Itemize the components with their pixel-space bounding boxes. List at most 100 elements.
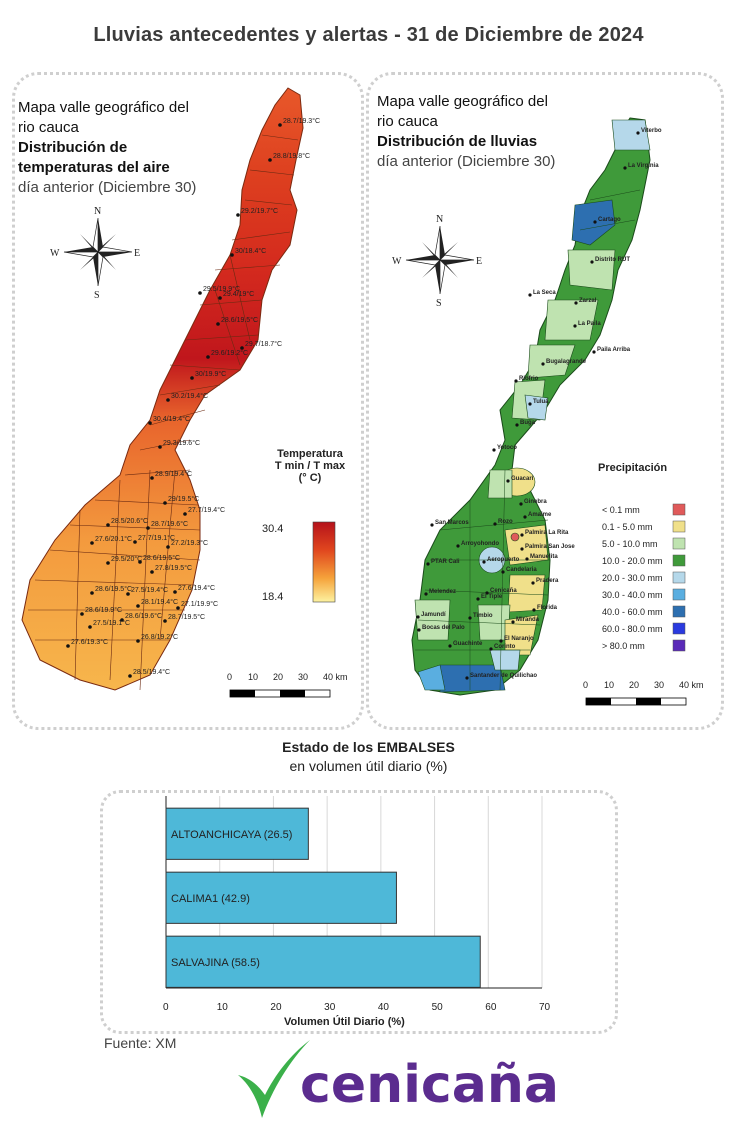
station-label: 27.6/19.3°C <box>71 638 108 646</box>
station-dot <box>146 526 150 530</box>
station-label: 27.6/19.4°C <box>178 584 215 592</box>
station-dot <box>190 376 194 380</box>
legend-swatch <box>672 520 686 533</box>
x-tick-label: 40 <box>378 1002 390 1013</box>
place-label: Timbio <box>473 613 493 619</box>
place-dot <box>532 608 536 612</box>
legend-label: 0.1 - 5.0 mm <box>602 522 653 532</box>
reservoir-bar-label: ALTOANCHICAYA (26.5) <box>171 829 292 841</box>
scale-10: 10 <box>604 680 614 690</box>
place-label: Guacarí <box>511 476 534 482</box>
place-dot <box>523 515 527 519</box>
legend-label: 10.0 - 20.0 mm <box>602 556 663 566</box>
station-label: 26.8/19.2°C <box>141 633 178 641</box>
rain-scale-bar: 0 10 20 30 40 km <box>583 680 704 706</box>
place-dot <box>531 581 535 585</box>
place-label: Paila Arriba <box>597 347 631 353</box>
station-dot <box>183 512 187 516</box>
station-label: 27.7/19.1°C <box>138 534 175 542</box>
scale-40km: 40 km <box>679 680 704 690</box>
place-dot <box>519 502 523 506</box>
station-label: 27.1/19.9°C <box>181 600 218 608</box>
compass-e: E <box>476 256 482 267</box>
place-label: Amaime <box>528 512 552 518</box>
temperature-gradient-bar <box>312 521 336 603</box>
place-dot <box>514 379 518 383</box>
x-tick-label: 10 <box>217 1002 229 1013</box>
place-dot <box>485 591 489 595</box>
place-dot <box>493 522 497 526</box>
station-label: 28.1/19.4°C <box>141 598 178 606</box>
place-dot <box>506 479 510 483</box>
precipitation-legend-title: Precipitación <box>598 462 668 474</box>
station-dot <box>236 213 240 217</box>
place-dot <box>468 616 472 620</box>
station-label: 28.7/19.3°C <box>283 117 320 125</box>
reservoir-bar-chart: 0 10 20 30 40 50 60 70 ALTOANCHICAYA (26.5) CALIM… <box>163 796 551 1028</box>
station-label: 28.8/19.8°C <box>273 152 310 160</box>
station-dot <box>206 355 210 359</box>
compass-w: W <box>50 248 60 259</box>
scale-10: 10 <box>248 672 258 682</box>
place-dot <box>515 423 519 427</box>
place-dot <box>590 260 594 264</box>
reservoir-bar-label: SALVAJINA (58.5) <box>171 957 260 969</box>
compass-n: N <box>436 214 443 225</box>
legend-swatch <box>672 537 686 550</box>
temperature-legend-title: Temperatura T min / T max (° C) <box>274 448 346 484</box>
logo-text: cenicaña <box>300 1055 559 1115</box>
station-dot <box>150 476 154 480</box>
place-dot <box>593 220 597 224</box>
compass-s: S <box>436 298 442 309</box>
place-label: Aeropuerto <box>487 557 520 563</box>
station-dot <box>148 421 152 425</box>
legend-label: < 0.1 mm <box>602 505 640 515</box>
place-label: Bugalagrande <box>546 359 587 365</box>
legend-label: 30.0 - 40.0 mm <box>602 590 663 600</box>
station-dot <box>163 501 167 505</box>
place-label: La Virginia <box>628 163 659 169</box>
station-dot <box>90 541 94 545</box>
x-axis-label: Volumen Útil Diario (%) <box>284 1015 405 1028</box>
legend-label: 40.0 - 60.0 mm <box>602 607 663 617</box>
station-label: 27.2/19.3°C <box>171 539 208 547</box>
place-label: Rozo <box>498 519 513 525</box>
place-dot <box>482 560 486 564</box>
reservoir-bar <box>165 935 481 988</box>
place-label: Cenicaña <box>490 588 517 594</box>
station-dot <box>133 540 137 544</box>
place-dot <box>520 547 524 551</box>
station-dot <box>126 592 130 596</box>
x-tick-label: 50 <box>432 1002 444 1013</box>
station-dot <box>166 398 170 402</box>
place-dot <box>525 557 529 561</box>
place-dot <box>426 562 430 566</box>
place-dot <box>520 533 524 537</box>
compass-rose-icon: N S E W <box>392 214 482 309</box>
station-label: 27.5/19.1°C <box>93 619 130 627</box>
station-dot <box>216 322 220 326</box>
place-label: Corinto <box>494 644 516 650</box>
place-label: Guachinte <box>453 641 483 647</box>
place-label: El Tiple <box>481 594 503 600</box>
place-label: Pradera <box>536 578 559 584</box>
station-dot <box>268 158 272 162</box>
place-label: Riofrio <box>519 376 539 382</box>
reservoir-bar <box>165 807 309 860</box>
station-label: 28.6/19.5°C <box>221 316 258 324</box>
station-label: 29.5/20°C <box>111 555 142 563</box>
station-label: 28.6/19.5°C <box>143 554 180 562</box>
station-dot <box>173 590 177 594</box>
place-label: Cartago <box>598 217 621 223</box>
station-label: 30/18.4°C <box>235 247 266 255</box>
station-label: 28.6/19.9°C <box>85 606 122 614</box>
source-note: Fuente: XM <box>104 1035 177 1051</box>
station-label: 29.2/19.7°C <box>241 207 278 215</box>
legend-swatch <box>672 503 686 516</box>
place-dot <box>511 620 515 624</box>
station-dot <box>106 523 110 527</box>
station-label: 29/19.5°C <box>168 495 199 503</box>
station-label: 30/19.9°C <box>195 370 226 378</box>
place-dot <box>456 544 460 548</box>
